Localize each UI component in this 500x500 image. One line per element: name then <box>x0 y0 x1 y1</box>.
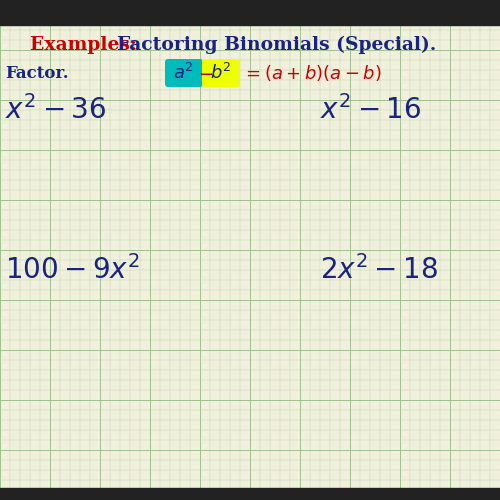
Text: $100 - 9x^2$: $100 - 9x^2$ <box>5 255 140 285</box>
Text: Factoring Binomials (Special).: Factoring Binomials (Special). <box>117 36 436 54</box>
Text: Factor.: Factor. <box>5 64 68 82</box>
Text: $= (a + b)(a - b)$: $= (a + b)(a - b)$ <box>242 63 382 83</box>
FancyBboxPatch shape <box>202 59 240 87</box>
Text: $-$: $-$ <box>198 64 214 82</box>
Text: $a^2$: $a^2$ <box>172 63 194 83</box>
Text: $b^2$: $b^2$ <box>210 63 232 83</box>
FancyBboxPatch shape <box>165 59 203 87</box>
Bar <box>0 0 500 25</box>
Text: $2x^2 - 18$: $2x^2 - 18$ <box>320 255 438 285</box>
Text: $x^2 - 36$: $x^2 - 36$ <box>5 95 106 125</box>
Text: $x^2 - 16$: $x^2 - 16$ <box>320 95 421 125</box>
Text: Examples:: Examples: <box>30 36 150 54</box>
Bar <box>0 488 500 500</box>
